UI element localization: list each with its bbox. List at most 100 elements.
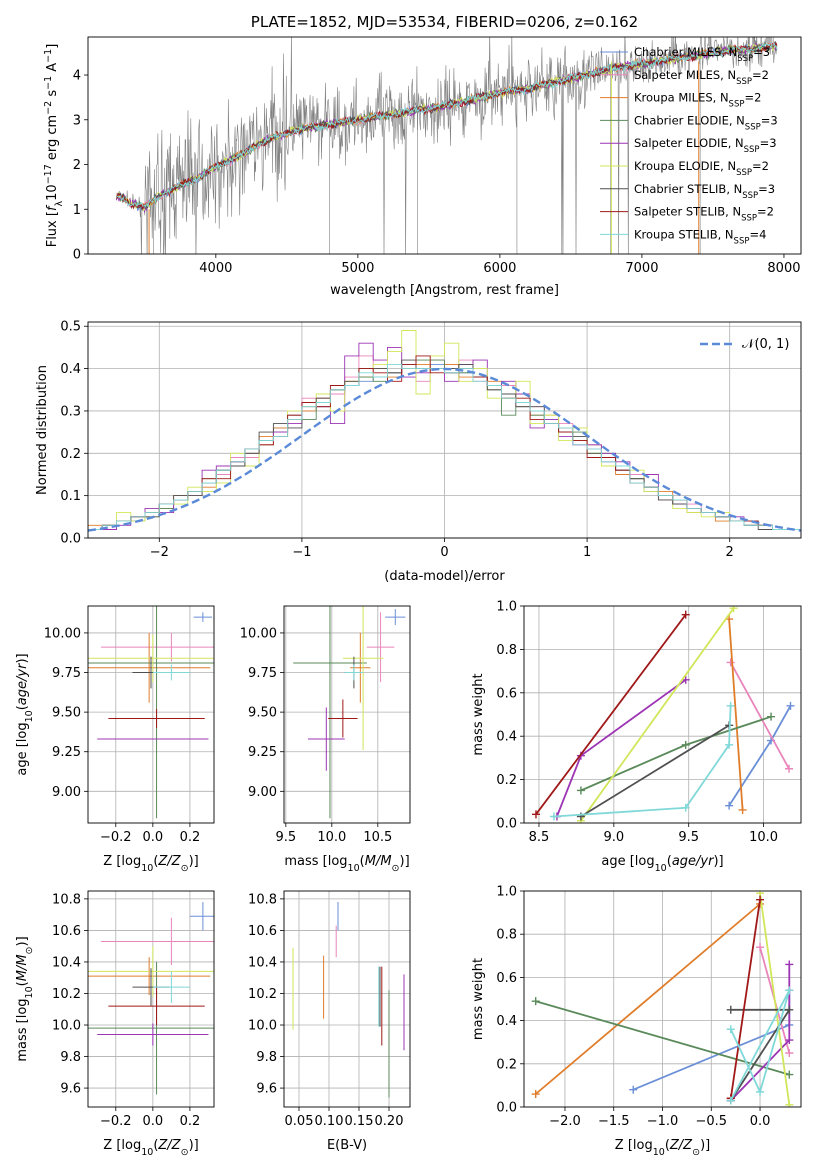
x-tick-label: 9.5 (678, 830, 699, 845)
label-part: s (45, 90, 60, 101)
x-axis-label: Z [log10(Z/Z⊙)] (103, 854, 198, 874)
x-axis-label: mass [log10(M/M⊙)] (284, 854, 409, 874)
x-tick-label: −2 (150, 545, 169, 560)
label-part: Z/Z (157, 1138, 181, 1153)
y-tick-label: 0.2 (496, 1057, 517, 1072)
x-tick-label: 10.0 (749, 830, 778, 845)
age_vs_mass-plot-area (293, 606, 406, 819)
label-part: Z [log (103, 1138, 141, 1153)
y-tick-label: 0.1 (60, 489, 81, 504)
label-part: A (45, 63, 60, 76)
weight-marker-chabrier-miles (629, 1085, 638, 1094)
y-axis-label: age [log10(age/yr)] (15, 653, 35, 775)
mass_vs_Z-plot-area (88, 902, 214, 1095)
chart-spectrum (84, 36, 802, 258)
weight-marker-salpeter-miles (726, 658, 735, 667)
x-tick-label: 0.0 (750, 1114, 771, 1129)
legend-label-tail: =3 (753, 45, 770, 59)
axes-frame (523, 890, 802, 1108)
y-tick-label: 10.8 (248, 892, 277, 907)
label-part: Z/Z (157, 854, 181, 869)
normal-distribution-curve (88, 367, 801, 532)
y-tick-label: 10.2 (248, 987, 277, 1002)
legend-label: Salpeter MILES, NSSP=2 (634, 68, 769, 87)
y-tick-label: 0.6 (496, 971, 517, 986)
x-axis-label: Z [log10(Z/Z⊙)] (103, 1138, 198, 1158)
axes-frame (283, 890, 411, 1108)
y-tick-label: 1 (73, 203, 81, 218)
weight-line-salpeter-stelib (535, 614, 687, 815)
label-part: ( (665, 1138, 670, 1153)
y-tick-label: 0.4 (60, 362, 81, 377)
label-part: ( (360, 854, 365, 869)
weight-marker-salpeter-stelib (756, 895, 765, 904)
y-tick-label: 0 (73, 248, 81, 263)
weight-marker-kroupa-stelib (725, 740, 734, 749)
legend-label-base: Chabrier MILES, N (634, 45, 737, 59)
label-part: ] (45, 44, 60, 49)
weight-marker-chabrier-stelib (785, 1005, 794, 1014)
legend-label-tail: =3 (761, 113, 778, 127)
axes-frame (283, 605, 411, 824)
weight-line-kroupa-miles (728, 618, 744, 811)
x-tick-label: 7000 (625, 261, 658, 276)
weight-marker-salpeter-miles (785, 1049, 794, 1057)
x-tick-label: −1.5 (598, 1114, 630, 1129)
x-tick-label: 0.05 (285, 1114, 314, 1129)
y-tick-label: 9.50 (248, 706, 277, 721)
x-axis-label: age [log10(age/yr)] (601, 854, 723, 874)
legend-label-sub: SSP (736, 168, 752, 178)
y-tick-label: 0.3 (60, 404, 81, 419)
legend-label-base: Chabrier STELIB, N (634, 182, 742, 196)
y-tick-label: 10.4 (52, 955, 81, 970)
label-part: −1 (43, 49, 54, 63)
y-tick-label: 4 (73, 69, 81, 84)
x-tick-label: 0.2 (180, 1114, 201, 1129)
label-part: age/yr (672, 854, 715, 869)
weight-marker-chabrier-elodie (785, 1070, 794, 1079)
axes-frame (87, 890, 215, 1108)
label-part: −1 (43, 76, 54, 90)
axes-frame (87, 36, 802, 255)
weight-marker-chabrier-elodie (681, 740, 690, 749)
weight-marker-chabrier-elodie (576, 786, 585, 795)
y-tick-label: 0.2 (496, 773, 517, 788)
label-part: −17 (43, 164, 54, 184)
label-part: ⊙ (181, 1147, 189, 1158)
weight-marker-salpeter-miles (756, 943, 765, 952)
y-tick-label: 9.8 (60, 1050, 81, 1065)
chart-mass_vs_ebv (280, 890, 411, 1111)
y-tick-label: 9.8 (256, 1050, 277, 1065)
x-tick-label: 0.0 (143, 1114, 164, 1129)
y-tick-label: 10.4 (248, 955, 277, 970)
weight-marker-kroupa-miles (531, 1090, 540, 1099)
legend-label: Salpeter ELODIE, NSSP=3 (634, 136, 777, 155)
weight-line-kroupa-stelib (553, 705, 732, 818)
label-part: )] (713, 854, 723, 869)
label-part: ⊙ (692, 1147, 700, 1158)
x-tick-label: 0.10 (315, 1114, 344, 1129)
y-tick-label: 9.6 (60, 1082, 81, 1097)
label-part: )] (400, 854, 410, 869)
legend-label-tail: =3 (758, 182, 775, 196)
y-tick-label: 9.00 (52, 785, 81, 800)
weight-line-kroupa-elodie (580, 607, 735, 822)
weight-marker-salpeter-elodie (785, 960, 794, 969)
legend-label-base: Salpeter STELIB, N (634, 205, 741, 219)
weight_vs_Z-plot-area (531, 891, 794, 1107)
weight-line-chabrier-stelib (580, 724, 730, 818)
label-part: ( (153, 854, 158, 869)
x-tick-label: 4000 (199, 261, 232, 276)
legend-label-tail: =2 (752, 159, 769, 173)
legend-label: Chabrier ELODIE, NSSP=3 (634, 113, 778, 132)
label-part: )] (189, 1138, 199, 1153)
weight-marker-salpeter-miles (785, 764, 794, 773)
y-tick-label: 9.75 (52, 666, 81, 681)
weight-marker-kroupa-stelib (726, 1025, 735, 1034)
weight-line-salpeter-miles (729, 661, 790, 770)
y-tick-label: 0.0 (496, 1101, 517, 1116)
label-part: age [log (15, 722, 30, 775)
label-part: ⊙ (181, 863, 189, 874)
chart-title: PLATE=1852, MJD=53534, FIBERID=0206, z=0… (251, 13, 638, 31)
legend-label: Kroupa STELIB, NSSP=4 (634, 227, 766, 246)
